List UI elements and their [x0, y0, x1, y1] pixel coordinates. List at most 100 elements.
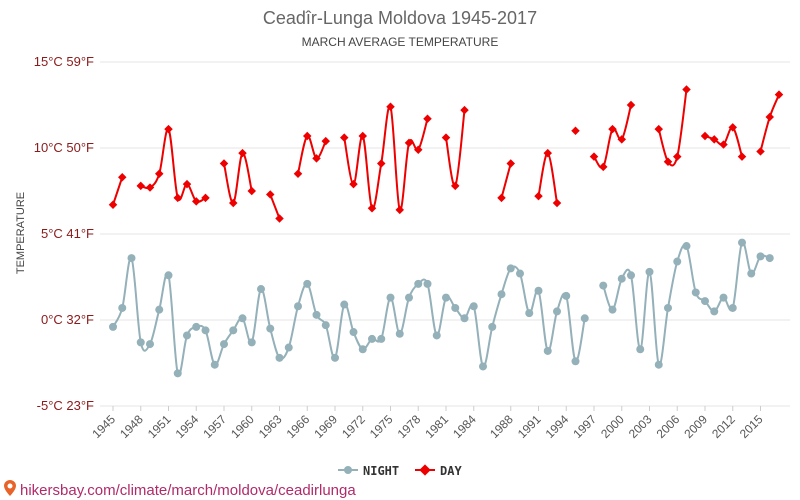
- x-tick-label: 2006: [654, 412, 683, 441]
- data-point-night: [109, 322, 117, 331]
- data-point-night: [303, 279, 312, 288]
- data-point-night: [562, 291, 571, 300]
- data-point-night: [719, 293, 728, 302]
- data-point-night: [210, 360, 219, 369]
- data-point-day: [358, 131, 367, 141]
- data-point-day: [136, 181, 145, 191]
- legend-night-label: NIGHT: [363, 464, 399, 478]
- data-point-night: [183, 331, 191, 340]
- legend-item-day[interactable]: DAY: [415, 464, 462, 478]
- data-point-day: [238, 148, 247, 158]
- data-point-day: [404, 138, 414, 148]
- series-night-line: [602, 241, 771, 366]
- y-tick-label: 5°C 41°F: [41, 226, 94, 241]
- chart-subtitle: MARCH AVERAGE TEMPERATURE: [302, 35, 499, 49]
- legend-day-marker: [419, 464, 431, 476]
- data-point-day: [395, 205, 404, 215]
- data-point-night: [553, 307, 561, 316]
- x-tick-label: 2009: [681, 412, 710, 441]
- data-point-night: [247, 338, 256, 347]
- x-tick-label: 1945: [89, 412, 118, 441]
- source-link[interactable]: hikersbay.com/climate/march/moldova/cead…: [4, 480, 356, 499]
- data-point-day: [219, 159, 229, 168]
- data-point-night: [682, 242, 691, 251]
- data-point-day: [543, 148, 552, 158]
- x-tick-label: 1972: [339, 412, 368, 441]
- x-tick-label: 1966: [284, 412, 313, 441]
- data-point-night: [173, 369, 182, 378]
- source-url[interactable]: hikersbay.com/climate/march/moldova/cead…: [20, 482, 356, 499]
- data-point-night: [654, 360, 663, 369]
- series-night-line: [112, 257, 586, 376]
- x-tick-label: 2012: [709, 412, 738, 441]
- data-point-night: [497, 290, 506, 299]
- data-point-day: [423, 114, 432, 124]
- series-day-line: [112, 176, 124, 206]
- x-tick-label: 1988: [487, 412, 516, 441]
- data-point-day: [774, 90, 784, 99]
- data-point-night: [414, 279, 423, 288]
- x-tick-label: 1960: [228, 412, 257, 441]
- data-point-day: [765, 112, 774, 122]
- data-point-day: [118, 172, 127, 182]
- data-point-night: [257, 285, 265, 294]
- data-point-day: [414, 145, 423, 154]
- data-point-night: [155, 305, 164, 314]
- data-point-night: [358, 345, 367, 354]
- data-point-night: [321, 321, 330, 330]
- x-tick-label: 1994: [543, 412, 572, 441]
- map-pin-icon: [4, 480, 16, 496]
- data-point-day: [266, 190, 275, 199]
- data-point-night: [368, 334, 376, 343]
- data-point-day: [155, 169, 164, 179]
- data-point-night: [469, 302, 478, 311]
- data-point-night: [266, 324, 275, 333]
- data-point-day: [441, 133, 451, 142]
- data-point-night: [405, 293, 413, 302]
- data-point-night: [395, 329, 404, 338]
- data-point-day: [673, 152, 682, 161]
- data-point-night: [608, 305, 617, 314]
- data-point-day: [599, 162, 608, 172]
- data-point-night: [423, 279, 432, 288]
- legend[interactable]: NIGHT DAY: [338, 464, 462, 478]
- data-point-night: [488, 322, 497, 331]
- data-point-day: [654, 124, 663, 134]
- data-point-day: [303, 131, 312, 141]
- x-tick-label: 2015: [737, 412, 766, 441]
- data-point-day: [321, 136, 330, 146]
- data-point-night: [516, 269, 524, 278]
- series-day: [108, 85, 784, 223]
- data-point-day: [377, 159, 386, 168]
- legend-item-night[interactable]: NIGHT: [338, 464, 399, 478]
- data-point-night: [738, 238, 746, 247]
- data-point-night: [442, 293, 450, 302]
- y-tick-label: 0°C 32°F: [41, 312, 94, 327]
- data-point-day: [552, 198, 562, 208]
- data-point-night: [229, 326, 238, 335]
- data-point-day: [182, 179, 192, 189]
- data-point-day: [589, 152, 599, 161]
- data-point-night: [710, 307, 719, 316]
- data-point-night: [349, 328, 358, 337]
- data-point-day: [145, 183, 155, 192]
- grid: [100, 61, 790, 411]
- data-point-night: [377, 334, 386, 343]
- x-tick-label: 2003: [626, 412, 655, 441]
- data-point-night: [673, 257, 682, 266]
- data-point-day: [340, 133, 349, 142]
- x-tick-label: 1978: [395, 412, 424, 441]
- data-point-day: [349, 179, 358, 189]
- y-tick-label: 15°C 59°F: [34, 54, 94, 69]
- data-point-night: [136, 338, 145, 347]
- data-point-day: [173, 193, 182, 203]
- data-point-night: [451, 303, 460, 312]
- data-point-night: [201, 326, 210, 335]
- x-tick-label: 1981: [422, 412, 451, 441]
- x-tick-label: 2000: [598, 412, 627, 441]
- data-point-night: [506, 264, 515, 273]
- data-point-night: [525, 309, 534, 318]
- data-point-night: [220, 340, 228, 349]
- data-point-night: [645, 267, 654, 276]
- data-point-night: [340, 300, 349, 309]
